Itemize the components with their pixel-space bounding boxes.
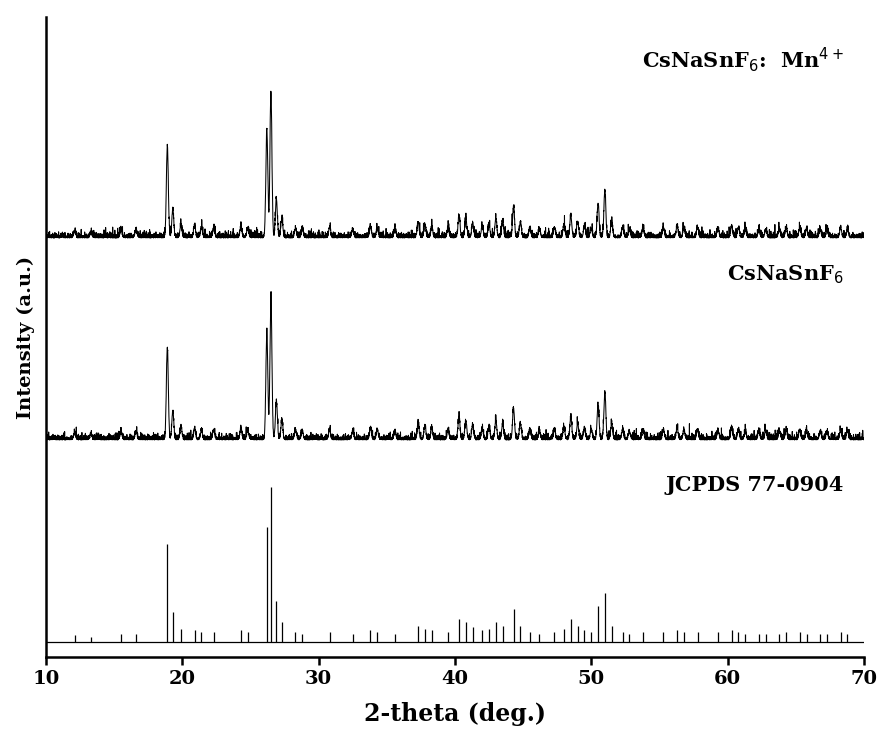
Text: CsNaSnF$_6$:  Mn$^{4+}$: CsNaSnF$_6$: Mn$^{4+}$ — [642, 45, 843, 74]
X-axis label: 2-theta (deg.): 2-theta (deg.) — [364, 702, 546, 727]
Text: JCPDS 77-0904: JCPDS 77-0904 — [665, 475, 843, 495]
Y-axis label: Intensity (a.u.): Intensity (a.u.) — [17, 256, 35, 418]
Text: CsNaSnF$_6$: CsNaSnF$_6$ — [727, 263, 843, 286]
